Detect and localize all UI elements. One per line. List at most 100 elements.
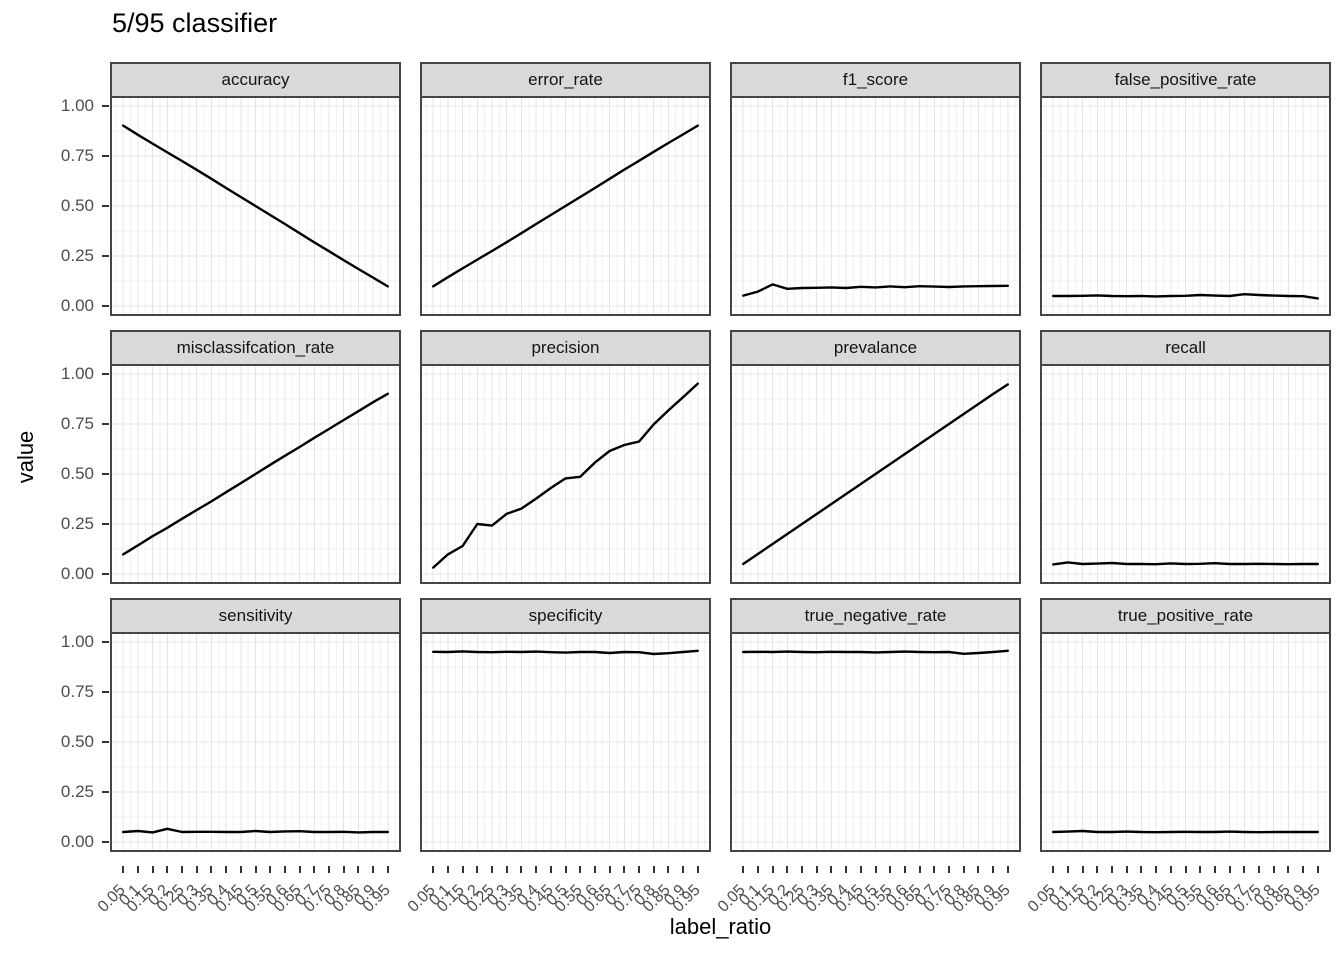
facet-strip: error_rate (420, 62, 711, 96)
plot-title: 5/95 classifier (112, 8, 278, 38)
x-tick-mark (372, 866, 375, 873)
data-line (121, 392, 389, 556)
x-tick-mark (505, 866, 508, 873)
facet-specificity: specificity (420, 598, 711, 852)
x-tick-mark (593, 866, 596, 873)
panel-border (420, 96, 711, 316)
x-tick-mark (342, 866, 345, 873)
facet-false_positive_rate: false_positive_rate (1040, 62, 1331, 316)
facet-strip: f1_score (730, 62, 1021, 96)
x-tick-mark (830, 866, 833, 873)
x-tick-mark (386, 866, 389, 873)
y-tick-mark (102, 523, 109, 525)
x-tick-mark (225, 866, 228, 873)
x-tick-mark (962, 866, 965, 873)
x-tick-mark (461, 866, 464, 873)
facet-panel (1040, 96, 1331, 316)
facet-true_negative_rate: true_negative_rate (730, 598, 1021, 852)
x-tick-mark (1052, 866, 1055, 873)
facet-row: 1.00 0.75 0.50 0.25 0.00 misclassifcation_rat… (0, 330, 1344, 584)
x-tick-mark (637, 866, 640, 873)
grid-major (110, 632, 401, 852)
panel-border (420, 364, 711, 584)
x-tick-mark (520, 866, 523, 873)
x-tick-mark (771, 866, 774, 873)
data-line (1051, 829, 1319, 834)
y-tick-label: 0.75 (60, 682, 94, 701)
x-tick-mark (1155, 866, 1158, 873)
x-tick-mark (1199, 866, 1202, 873)
x-tick-mark (623, 866, 626, 873)
x-tick-mark (977, 866, 980, 873)
x-tick-mark (579, 866, 582, 873)
x-tick-mark (269, 866, 272, 873)
facet-strip: prevalance (730, 330, 1021, 364)
y-tick-mark (102, 791, 109, 793)
x-tick-mark (239, 866, 242, 873)
y-tick-mark (102, 841, 109, 843)
y-axis: 1.00 0.75 0.50 0.25 0.00 (0, 62, 110, 316)
panel-border (110, 632, 401, 852)
x-tick-mark (874, 866, 877, 873)
y-tick-label: 0.50 (60, 464, 94, 483)
facet-misclassifcation_rate: misclassifcation_rate (110, 330, 401, 584)
x-tick-mark (1096, 866, 1099, 873)
data-line (121, 124, 389, 288)
y-tick-label: 0.50 (60, 732, 94, 751)
grid-major (110, 96, 401, 316)
facet-panel (420, 632, 711, 852)
grid-minor (420, 632, 711, 852)
x-tick-mark (1213, 866, 1216, 873)
y-tick-label: 0.75 (60, 146, 94, 165)
y-axis: 1.00 0.75 0.50 0.25 0.00 (0, 598, 110, 852)
x-tick-mark (151, 866, 154, 873)
x-tick-mark (1111, 866, 1113, 873)
facet-strip: specificity (420, 598, 711, 632)
x-tick-mark (195, 866, 198, 873)
x-tick-mark (1287, 866, 1290, 873)
grid-minor (730, 632, 1021, 852)
facet-row: 1.00 0.75 0.50 0.25 0.00 sensitivity specifici… (0, 598, 1344, 852)
panel-border (110, 364, 401, 584)
x-tick-mark (1081, 866, 1084, 873)
facet-panel (730, 96, 1021, 316)
x-tick-mark (1184, 866, 1187, 873)
y-tick-mark (102, 641, 109, 643)
x-tick-mark (432, 866, 435, 873)
facet-strip: misclassifcation_rate (110, 330, 401, 364)
x-tick-mark (918, 866, 921, 873)
panel-border (1040, 364, 1331, 584)
x-tick-mark (327, 866, 330, 873)
grid-major (420, 632, 711, 852)
x-tick-mark (476, 866, 479, 873)
facet-strip: true_negative_rate (730, 598, 1021, 632)
x-tick-mark (1272, 866, 1275, 873)
y-tick-mark (102, 741, 109, 743)
grid-major (730, 96, 1021, 316)
y-tick-label: 1.00 (60, 96, 94, 115)
data-line (1051, 561, 1319, 566)
y-tick-mark (102, 205, 109, 207)
facet-accuracy: accuracy (110, 62, 401, 316)
data-line (741, 649, 1009, 655)
x-tick-mark (696, 866, 699, 873)
x-tick-mark (136, 866, 139, 873)
grid-major (730, 632, 1021, 852)
facet-panel (420, 96, 711, 316)
x-tick-mark (357, 866, 360, 873)
x-tick-mark (1125, 866, 1128, 873)
facet-strip: true_positive_rate (1040, 598, 1331, 632)
panel-border (730, 364, 1021, 584)
facet-true_positive_rate: true_positive_rate (1040, 598, 1331, 852)
facet-strip: sensitivity (110, 598, 401, 632)
y-tick-mark (102, 373, 109, 375)
x-tick-mark (122, 866, 125, 873)
facet-panel (730, 632, 1021, 852)
y-tick-mark (102, 573, 109, 575)
facet-strip: precision (420, 330, 711, 364)
facet-recall: recall (1040, 330, 1331, 584)
y-tick-label: 1.00 (60, 632, 94, 651)
grid-major (420, 96, 711, 316)
facet-sensitivity: sensitivity (110, 598, 401, 852)
y-tick-mark (102, 473, 109, 475)
